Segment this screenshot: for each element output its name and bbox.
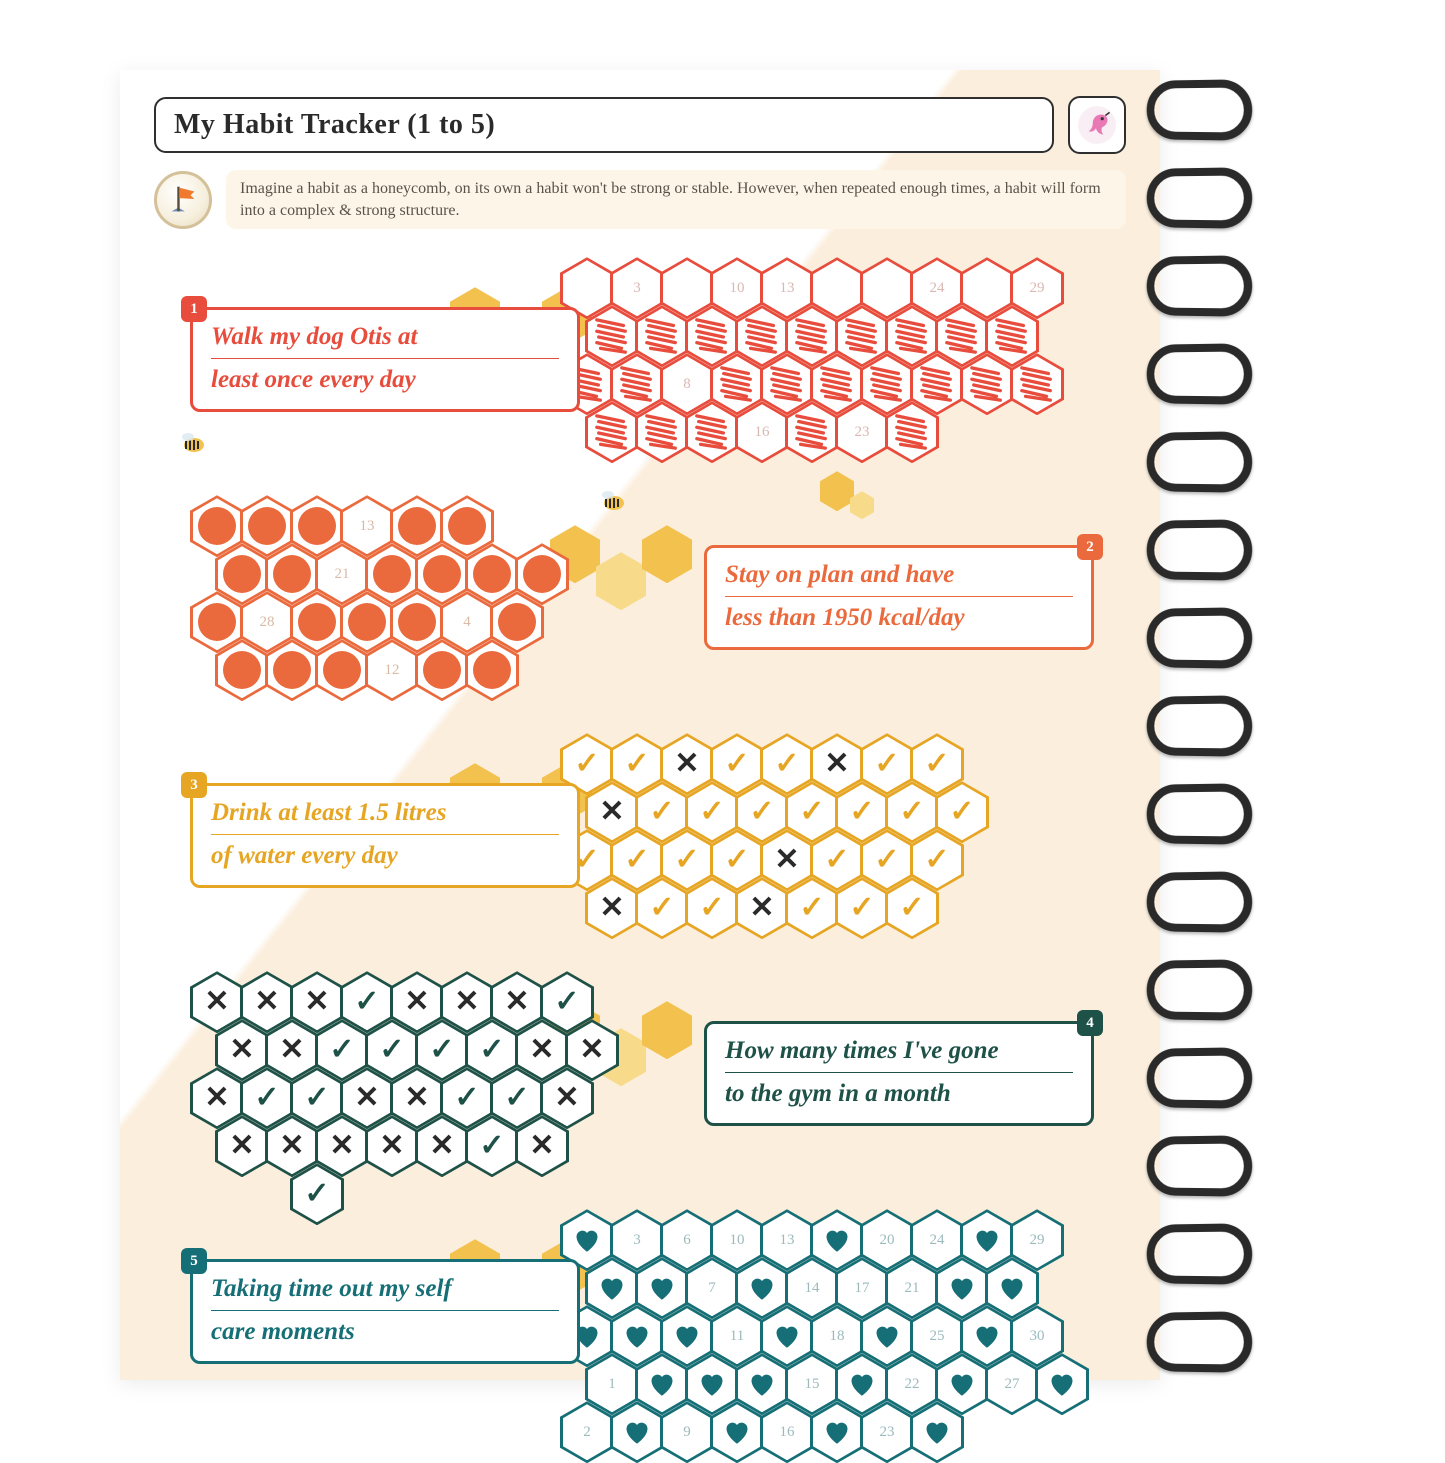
habit-text-line1: How many times I've gone [725, 1037, 999, 1064]
hex-cell: ✕ [515, 1115, 569, 1177]
habit-block-3: 3 Drink at least 1.5 litres of water eve… [120, 733, 1160, 943]
hex-cell [810, 1401, 864, 1463]
habit-text-line2: less than 1950 kcal/day [725, 596, 1073, 635]
habit-label: 3 Drink at least 1.5 litres of water eve… [190, 783, 580, 888]
hex-cell: ✓ [465, 1115, 519, 1177]
hex-cell: ✕ [365, 1115, 419, 1177]
intro-row: Imagine a habit as a honeycomb, on its o… [120, 154, 1160, 229]
hex-cell [710, 1401, 764, 1463]
hex-cell: 9 [660, 1401, 714, 1463]
hex-cell: ✓ [885, 877, 939, 939]
hex-cell [585, 401, 639, 463]
hex-cell [685, 401, 739, 463]
hex-cell: 23 [835, 401, 889, 463]
intro-text: Imagine a habit as a honeycomb, on its o… [226, 170, 1126, 229]
hex-cell [215, 639, 269, 701]
hex-cell: 16 [735, 401, 789, 463]
hex-cell [960, 353, 1014, 415]
hex-cell: 27 [985, 1353, 1039, 1415]
habit-text-line1: Stay on plan and have [725, 561, 954, 588]
hex-cell: 12 [365, 639, 419, 701]
flag-medal-icon [154, 171, 212, 229]
habit-label: 1 Walk my dog Otis at least once every d… [190, 307, 580, 412]
page-title: My Habit Tracker (1 to 5) [154, 97, 1054, 153]
hex-cell [1035, 1353, 1089, 1415]
hex-cell: ✓ [635, 877, 689, 939]
hex-cell [885, 401, 939, 463]
hex-cell: ✕ [215, 1115, 269, 1177]
hex-cell [635, 401, 689, 463]
hex-cell: 16 [760, 1401, 814, 1463]
habit-text-line2: least once every day [211, 358, 559, 397]
hex-cell: ✕ [735, 877, 789, 939]
habit-number-badge: 3 [181, 772, 207, 798]
header-row: My Habit Tracker (1 to 5) [120, 70, 1160, 154]
hex-cell: 23 [860, 1401, 914, 1463]
habit-number-badge: 1 [181, 296, 207, 322]
habit-number-badge: 2 [1077, 534, 1103, 560]
habit-block-4: 4 How many times I've gone to the gym in… [120, 971, 1160, 1181]
habit-block-2: 2 Stay on plan and have less than 1950 k… [120, 495, 1160, 705]
habit-block-1: 1 Walk my dog Otis at least once every d… [120, 257, 1160, 467]
flamingo-logo-icon [1068, 96, 1126, 154]
hex-cell [1010, 353, 1064, 415]
hex-cell [610, 1401, 664, 1463]
hex-cell [785, 401, 839, 463]
habit-label: 4 How many times I've gone to the gym in… [704, 1021, 1094, 1126]
bee-icon [170, 427, 210, 457]
habit-text-line1: Walk my dog Otis at [211, 323, 417, 350]
hex-cell: ✓ [685, 877, 739, 939]
hex-cell: 2 [560, 1401, 614, 1463]
bee-icon [590, 485, 630, 515]
habit-label: 5 Taking time out my self care moments [190, 1259, 580, 1364]
hex-cell [910, 1401, 964, 1463]
hex-cell [315, 639, 369, 701]
hex-cell: ✕ [585, 877, 639, 939]
habit-text-line2: to the gym in a month [725, 1072, 1073, 1111]
hex-cell [265, 639, 319, 701]
habit-text-line2: care moments [211, 1310, 559, 1349]
hex-cell [415, 639, 469, 701]
habit-number-badge: 4 [1077, 1010, 1103, 1036]
habit-block-5: 5 Taking time out my self care moments36… [120, 1209, 1160, 1419]
habit-number-badge: 5 [181, 1248, 207, 1274]
hex-cell [465, 639, 519, 701]
hex-cell: ✓ [785, 877, 839, 939]
habit-text-line2: of water every day [211, 834, 559, 873]
hex-cell: ✕ [415, 1115, 469, 1177]
habit-label: 2 Stay on plan and have less than 1950 k… [704, 545, 1094, 650]
habit-text-line1: Drink at least 1.5 litres [211, 799, 446, 826]
hex-cell: ✓ [835, 877, 889, 939]
habit-tracker-page: My Habit Tracker (1 to 5) Imagine a habi… [120, 70, 1160, 1380]
habit-text-line1: Taking time out my self [211, 1275, 452, 1302]
